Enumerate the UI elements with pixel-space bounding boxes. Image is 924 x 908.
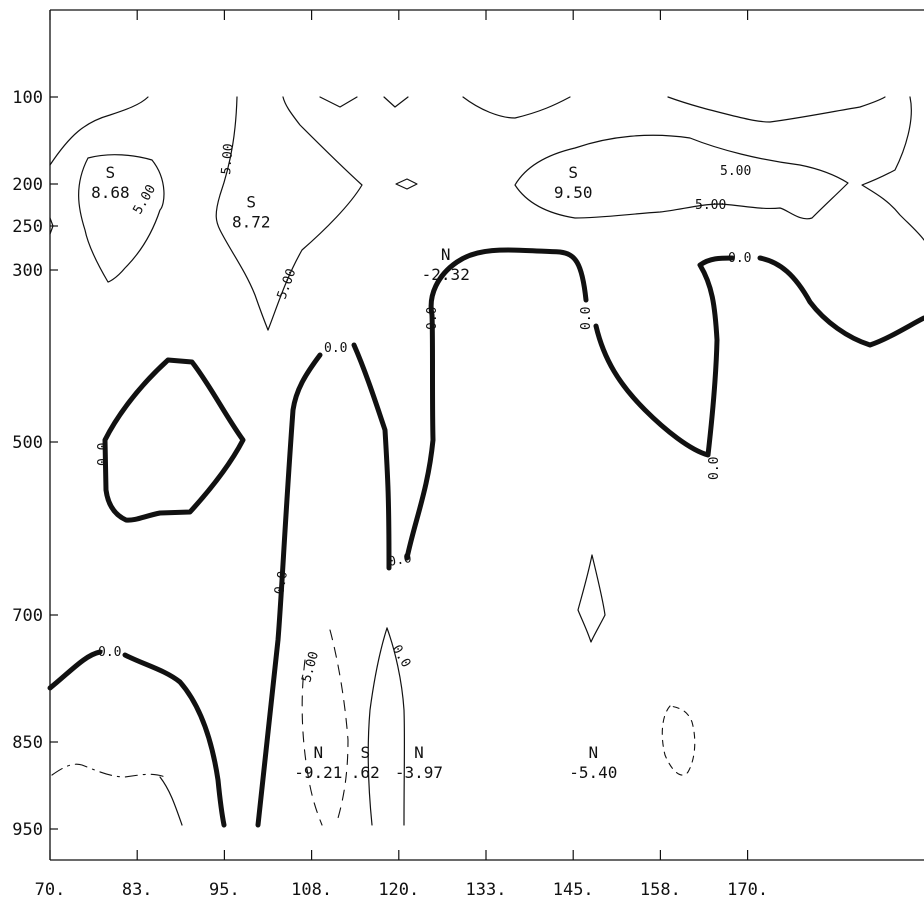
- contour-inline-labels: 5.00 5.00 5.00 5.00 5.00 5.00 0.0 0.0 0.…: [96, 143, 751, 684]
- extremum-value: 8.68: [91, 183, 130, 202]
- contour-5-peak-b-left: [215, 96, 269, 331]
- y-tick-label: 250: [12, 217, 43, 237]
- y-tick-label: 700: [12, 606, 43, 626]
- y-tick-label: 300: [12, 261, 43, 281]
- contour-0-bottom-left: [47, 649, 103, 691]
- x-tick-label: 70.: [35, 880, 66, 900]
- contour-label-500-c: 5.00: [275, 267, 300, 302]
- contours-positive: [49, 96, 924, 826]
- contour-label-00-c: 0.0: [272, 570, 291, 596]
- contour-label-500-d: 5.00: [720, 164, 751, 179]
- contour-5-right-edge: [861, 96, 924, 241]
- contours-negative: [51, 629, 696, 826]
- contour-0-band-left: [255, 352, 323, 828]
- extremum-value: -2.32: [422, 265, 470, 284]
- x-tick-label: 120.: [378, 880, 419, 900]
- contour-0-bottom-left-2: [122, 652, 227, 828]
- y-ticks: 100 200 250 300 500 700 850 950: [12, 88, 58, 840]
- y-tick-label: 100: [12, 88, 43, 108]
- contour-label-00-f: 0.0: [579, 307, 594, 330]
- contour-5-loop-c: [514, 134, 849, 220]
- extremum-value: -5.40: [569, 763, 617, 782]
- contours-zero: [47, 247, 924, 828]
- extremum-type: S: [246, 193, 256, 212]
- contour-label-00-d: 0.0: [387, 551, 413, 570]
- contour-0-right-edge: [757, 255, 924, 348]
- contour-label-00-e: 0.0: [425, 307, 440, 330]
- contour-5-diamond: [395, 178, 418, 190]
- extremum-type: N: [441, 245, 451, 264]
- extremum-value: 9.50: [554, 183, 593, 202]
- contour-label-500-e: 5.00: [695, 198, 726, 213]
- y-tick-label: 500: [12, 433, 43, 453]
- contour-label-500-f: 5.00: [299, 650, 322, 684]
- contour-label-00-h: 0.0: [728, 251, 751, 266]
- contour-5-lower-diamond: [577, 554, 606, 643]
- x-tick-label: 108.: [291, 880, 332, 900]
- contour-label-00-b: 0.0: [96, 443, 111, 466]
- contour-5-right-bowl: [667, 96, 886, 123]
- contour-5-bottom-left: [159, 776, 183, 826]
- x-tick-label: 170.: [727, 880, 768, 900]
- contour-5-top-left: [49, 96, 149, 166]
- extremum-type: S: [106, 163, 116, 182]
- extrema-labels: S8.68 S8.72N-2.32S9.50N-9.21S.62N-3.97N-5…: [91, 163, 617, 782]
- contour-0-band-right: [404, 247, 589, 561]
- x-tick-label: 158.: [640, 880, 681, 900]
- contour-0-loop: [102, 357, 246, 523]
- extremum-type: N: [313, 743, 323, 762]
- contour-label-500-a: 5.00: [130, 182, 159, 217]
- extremum-type: S: [568, 163, 578, 182]
- x-tick-label: 83.: [122, 880, 153, 900]
- extremum-value: .62: [351, 763, 380, 782]
- contour-5-lens: [386, 627, 406, 826]
- extremum-type: S: [360, 743, 370, 762]
- contour-label-00-a: 0.0: [324, 341, 347, 356]
- extremum-value: -3.97: [395, 763, 443, 782]
- contour-label-500-b: 5.00: [219, 143, 237, 176]
- x-ticks: 70. 83. 95. 108. 120. 133. 145. 158. 170.: [35, 10, 768, 900]
- contour-neg-n921-right: [329, 629, 349, 826]
- extremum-type: N: [589, 743, 599, 762]
- contour-label-00-j: 0.0: [389, 643, 414, 671]
- contour-0-band-top: [351, 342, 392, 571]
- contour-0-band-dip: [593, 255, 735, 458]
- x-tick-label: 133.: [466, 880, 507, 900]
- contour-5-v2: [383, 96, 409, 108]
- contour-neg-bottom-left: [51, 763, 166, 778]
- x-tick-label: 145.: [553, 880, 594, 900]
- extremum-value: -9.21: [294, 763, 342, 782]
- y-tick-label: 950: [12, 820, 43, 840]
- contour-5-lens-left: [367, 627, 388, 826]
- x-tick-label: 95.: [209, 880, 240, 900]
- y-tick-label: 200: [12, 175, 43, 195]
- contour-neg-n540: [661, 705, 696, 776]
- extremum-type: N: [414, 743, 424, 762]
- contour-5-loop-a: [78, 154, 165, 283]
- y-tick-label: 850: [12, 733, 43, 753]
- contour-label-00-g: 0.0: [707, 457, 722, 480]
- contour-5-v1: [319, 96, 358, 108]
- contour-neg-n921-left: [301, 659, 323, 826]
- contour-5-peak-b-right: [267, 96, 363, 331]
- contour-label-00-i: 0.0: [98, 645, 121, 660]
- contour-5-left-bump: [49, 217, 54, 235]
- extremum-value: 8.72: [232, 213, 271, 232]
- contour-5-bowl: [462, 96, 571, 119]
